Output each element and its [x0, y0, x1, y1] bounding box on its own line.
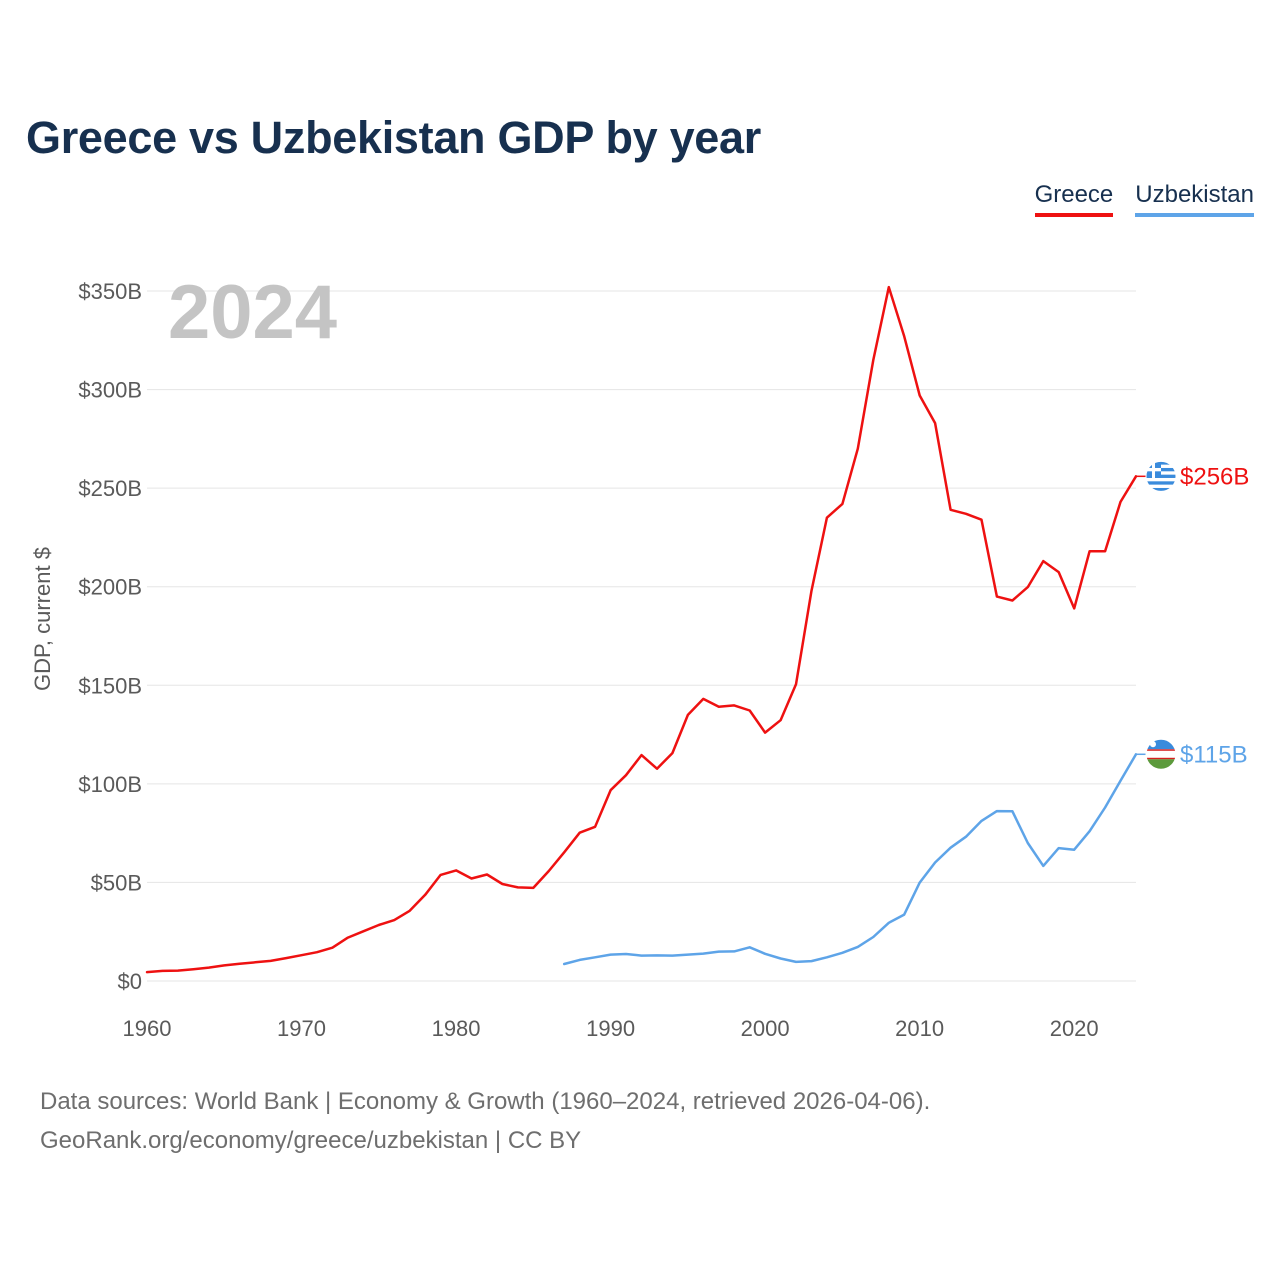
source-line-1: Data sources: World Bank | Economy & Gro…: [40, 1088, 931, 1115]
series-end-markers: $256B $115B: [1136, 460, 1249, 770]
end-value-label-greece: $256B: [1180, 463, 1249, 490]
greece-flag-icon: [1145, 460, 1177, 492]
x-tick-label: 1980: [432, 1016, 481, 1041]
chart-title: Greece vs Uzbekistan GDP by year: [26, 112, 761, 163]
legend-item-greece[interactable]: Greece: [1034, 180, 1114, 217]
end-value-label-uzbekistan: $115B: [1180, 741, 1248, 768]
source-note: Data sources: World Bank | Economy & Gro…: [40, 1082, 930, 1160]
x-tick-label: 1990: [586, 1016, 635, 1041]
series-line-uzbekistan[interactable]: [562, 753, 1138, 966]
x-tick-label: 1960: [123, 1016, 172, 1041]
y-tick-label: $200B: [78, 575, 142, 600]
series-lines: [145, 285, 1138, 974]
legend-item-uzbekistan[interactable]: Uzbekistan: [1135, 180, 1254, 217]
y-tick-label: $100B: [78, 772, 142, 797]
gdp-line-chart: 2024 GDP, current $ $0 $50B $100B $150B $200…: [30, 270, 1249, 1041]
uzbekistan-flag-icon: [1145, 738, 1177, 770]
y-tick-label: $300B: [78, 378, 142, 403]
y-tick-label: $250B: [78, 476, 142, 501]
x-axis-ticks: 1960 1970 1980 1990 2000 2010 2020: [123, 1016, 1099, 1041]
y-tick-label: $0: [118, 969, 142, 994]
y-axis-title: GDP, current $: [30, 547, 55, 691]
y-tick-label: $350B: [78, 279, 142, 304]
x-tick-label: 2010: [895, 1016, 944, 1041]
series-line-greece[interactable]: [145, 285, 1138, 974]
x-tick-label: 1970: [277, 1016, 326, 1041]
x-tick-label: 2000: [741, 1016, 790, 1041]
source-line-2[interactable]: GeoRank.org/economy/greece/uzbekistan | …: [40, 1127, 582, 1154]
legend: Greece Uzbekistan: [1034, 180, 1254, 217]
y-axis-ticks: $0 $50B $100B $150B $200B $250B $300B $350B: [78, 279, 142, 994]
year-watermark: 2024: [168, 270, 337, 355]
x-tick-label: 2020: [1050, 1016, 1099, 1041]
y-tick-label: $150B: [78, 673, 142, 698]
y-tick-label: $50B: [91, 870, 142, 895]
gridlines: [147, 290, 1136, 982]
